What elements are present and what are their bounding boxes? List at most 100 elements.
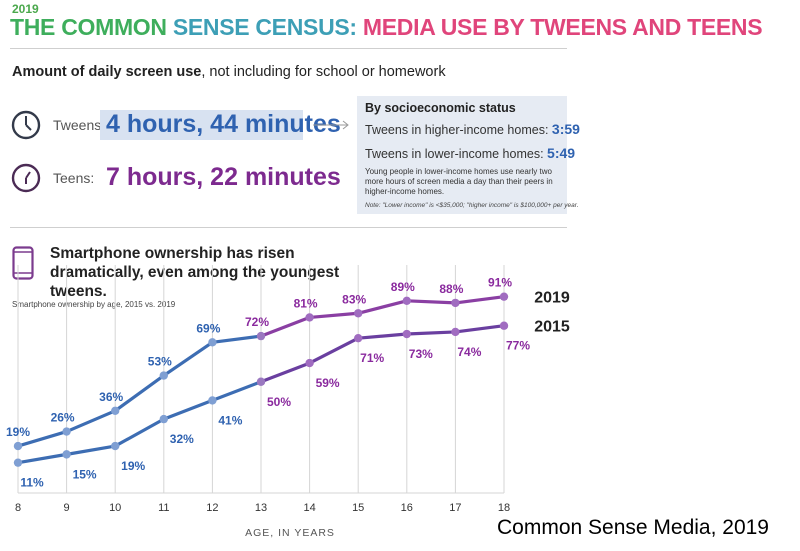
ses-panel bbox=[357, 96, 567, 214]
ses-higher-label: Tweens in higher-income homes: bbox=[365, 123, 552, 137]
data-label-2015: 32% bbox=[170, 432, 194, 446]
chart-subtitle: Smartphone ownership by age, 2015 vs. 20… bbox=[12, 300, 176, 309]
data-point-2015 bbox=[305, 358, 314, 368]
report-year: 2019 bbox=[12, 2, 39, 16]
series-line-2019-segment bbox=[308, 311, 360, 320]
tweens-value: 4 hours, 44 minutes bbox=[106, 110, 341, 138]
data-point-2019 bbox=[13, 441, 23, 451]
data-point-2019 bbox=[159, 371, 168, 380]
data-point-2015 bbox=[451, 327, 460, 337]
data-label-2019: 53% bbox=[148, 355, 172, 369]
data-label-2019: 72% bbox=[245, 315, 269, 329]
ses-title: By socioeconomic status bbox=[365, 101, 516, 115]
series-line-2015-segment bbox=[113, 417, 166, 448]
clock-icon bbox=[11, 110, 41, 140]
clock-icon bbox=[11, 163, 41, 193]
series-line-2015-segment bbox=[259, 361, 312, 384]
legend-label-2019: 2019 bbox=[534, 290, 570, 307]
series-line-2019-segment bbox=[405, 299, 457, 305]
data-point-2019 bbox=[305, 313, 314, 322]
data-label-2019: 69% bbox=[196, 321, 220, 335]
series-line-2019-segment bbox=[210, 334, 263, 344]
data-point-2019 bbox=[208, 338, 217, 347]
arrow-right-icon bbox=[313, 118, 351, 136]
x-tick-label: 14 bbox=[303, 502, 315, 514]
data-label-2019: 83% bbox=[342, 292, 366, 306]
series-line-2015-segment bbox=[210, 380, 263, 403]
x-tick-label: 12 bbox=[206, 502, 218, 514]
series-line-2019-segment bbox=[16, 429, 69, 448]
ses-higher-value: 3:59 bbox=[551, 121, 580, 137]
teens-label: Teens: bbox=[53, 170, 95, 186]
title-part-3: MEDIA USE BY TWEENS AND TEENS bbox=[362, 14, 763, 40]
legend-label-2015: 2015 bbox=[534, 319, 570, 336]
data-point-2015 bbox=[354, 333, 363, 343]
data-point-2019 bbox=[256, 331, 266, 341]
teens-value: 7 hours, 22 minutes bbox=[106, 163, 341, 191]
data-point-2015 bbox=[111, 441, 120, 451]
daily-use-heading-bold: Amount of daily screen use bbox=[12, 64, 202, 80]
daily-use-heading: Amount of daily screen use, not includin… bbox=[12, 64, 446, 80]
ses-lower-value: 5:49 bbox=[547, 145, 576, 161]
x-tick-label: 8 bbox=[15, 502, 21, 514]
data-label-2019: 19% bbox=[6, 425, 30, 439]
divider-top bbox=[10, 48, 567, 49]
data-point-2015 bbox=[499, 321, 509, 330]
divider-middle bbox=[10, 227, 567, 228]
series-line-2015-segment bbox=[453, 324, 506, 334]
data-label-2015: 74% bbox=[457, 345, 481, 359]
title-part-2: SENSE CENSUS: bbox=[172, 14, 363, 40]
ses-higher-income: Tweens in higher-income homes: 3:59 bbox=[365, 121, 580, 137]
series-line-2019-segment bbox=[64, 409, 117, 434]
data-label-2015: 41% bbox=[218, 413, 242, 427]
data-label-2019: 36% bbox=[99, 390, 123, 404]
series-line-2015-segment bbox=[16, 452, 69, 465]
series-line-2015-segment bbox=[405, 330, 457, 336]
daily-use-heading-rest: , not including for school or homework bbox=[201, 64, 446, 80]
data-label-2015: 73% bbox=[409, 347, 433, 361]
series-line-2015-segment bbox=[308, 336, 360, 365]
ses-lower-income: Tweens in lower-income homes: 5:49 bbox=[365, 145, 575, 161]
series-line-2015-segment bbox=[356, 332, 409, 340]
x-tick-label: 9 bbox=[64, 502, 70, 514]
series-line-2019-segment bbox=[162, 340, 214, 378]
smartphone-heading: Smartphone ownership has risen dramatica… bbox=[50, 245, 340, 300]
series-line-2019-segment bbox=[356, 299, 409, 315]
data-label-2015: 59% bbox=[316, 376, 340, 390]
series-line-2019-segment bbox=[259, 315, 312, 338]
data-point-2015 bbox=[208, 396, 217, 405]
data-label-2015: 71% bbox=[360, 351, 384, 365]
x-axis-label: AGE, IN YEARS bbox=[245, 527, 335, 539]
data-point-2015 bbox=[62, 450, 71, 459]
tweens-value-highlight bbox=[100, 110, 303, 140]
data-label-2019: 91% bbox=[488, 276, 512, 290]
data-label-2015: 77% bbox=[506, 339, 530, 353]
series-line-2019-segment bbox=[113, 373, 166, 413]
x-tick-label: 16 bbox=[401, 502, 413, 514]
x-tick-label: 17 bbox=[449, 502, 461, 514]
data-label-2015: 11% bbox=[20, 476, 44, 490]
series-line-2015-segment bbox=[64, 444, 117, 456]
data-point-2019 bbox=[111, 406, 120, 415]
data-label-2019: 88% bbox=[439, 282, 463, 296]
data-point-2019 bbox=[402, 296, 411, 306]
x-tick-label: 18 bbox=[498, 502, 510, 514]
x-tick-label: 10 bbox=[109, 502, 121, 514]
data-point-2019 bbox=[451, 298, 460, 308]
data-point-2019 bbox=[354, 309, 363, 318]
tweens-label: Tweens: bbox=[53, 117, 106, 133]
data-point-2019 bbox=[499, 292, 509, 301]
data-point-2019 bbox=[62, 427, 71, 436]
data-label-2015: 15% bbox=[73, 467, 97, 481]
x-tick-label: 15 bbox=[352, 502, 364, 514]
ses-note: Young people in lower-income homes use n… bbox=[365, 167, 553, 196]
ses-footnote: Note: "Lower income" is <$35,000; "highe… bbox=[365, 202, 579, 209]
title-part-1: THE COMMON bbox=[10, 14, 173, 40]
data-point-2015 bbox=[13, 458, 23, 467]
ses-lower-label: Tweens in lower-income homes: bbox=[365, 147, 548, 161]
series-line-2015-segment bbox=[162, 398, 214, 421]
data-point-2015 bbox=[402, 329, 411, 339]
data-point-2015 bbox=[159, 414, 168, 424]
data-label-2019: 26% bbox=[51, 411, 75, 425]
